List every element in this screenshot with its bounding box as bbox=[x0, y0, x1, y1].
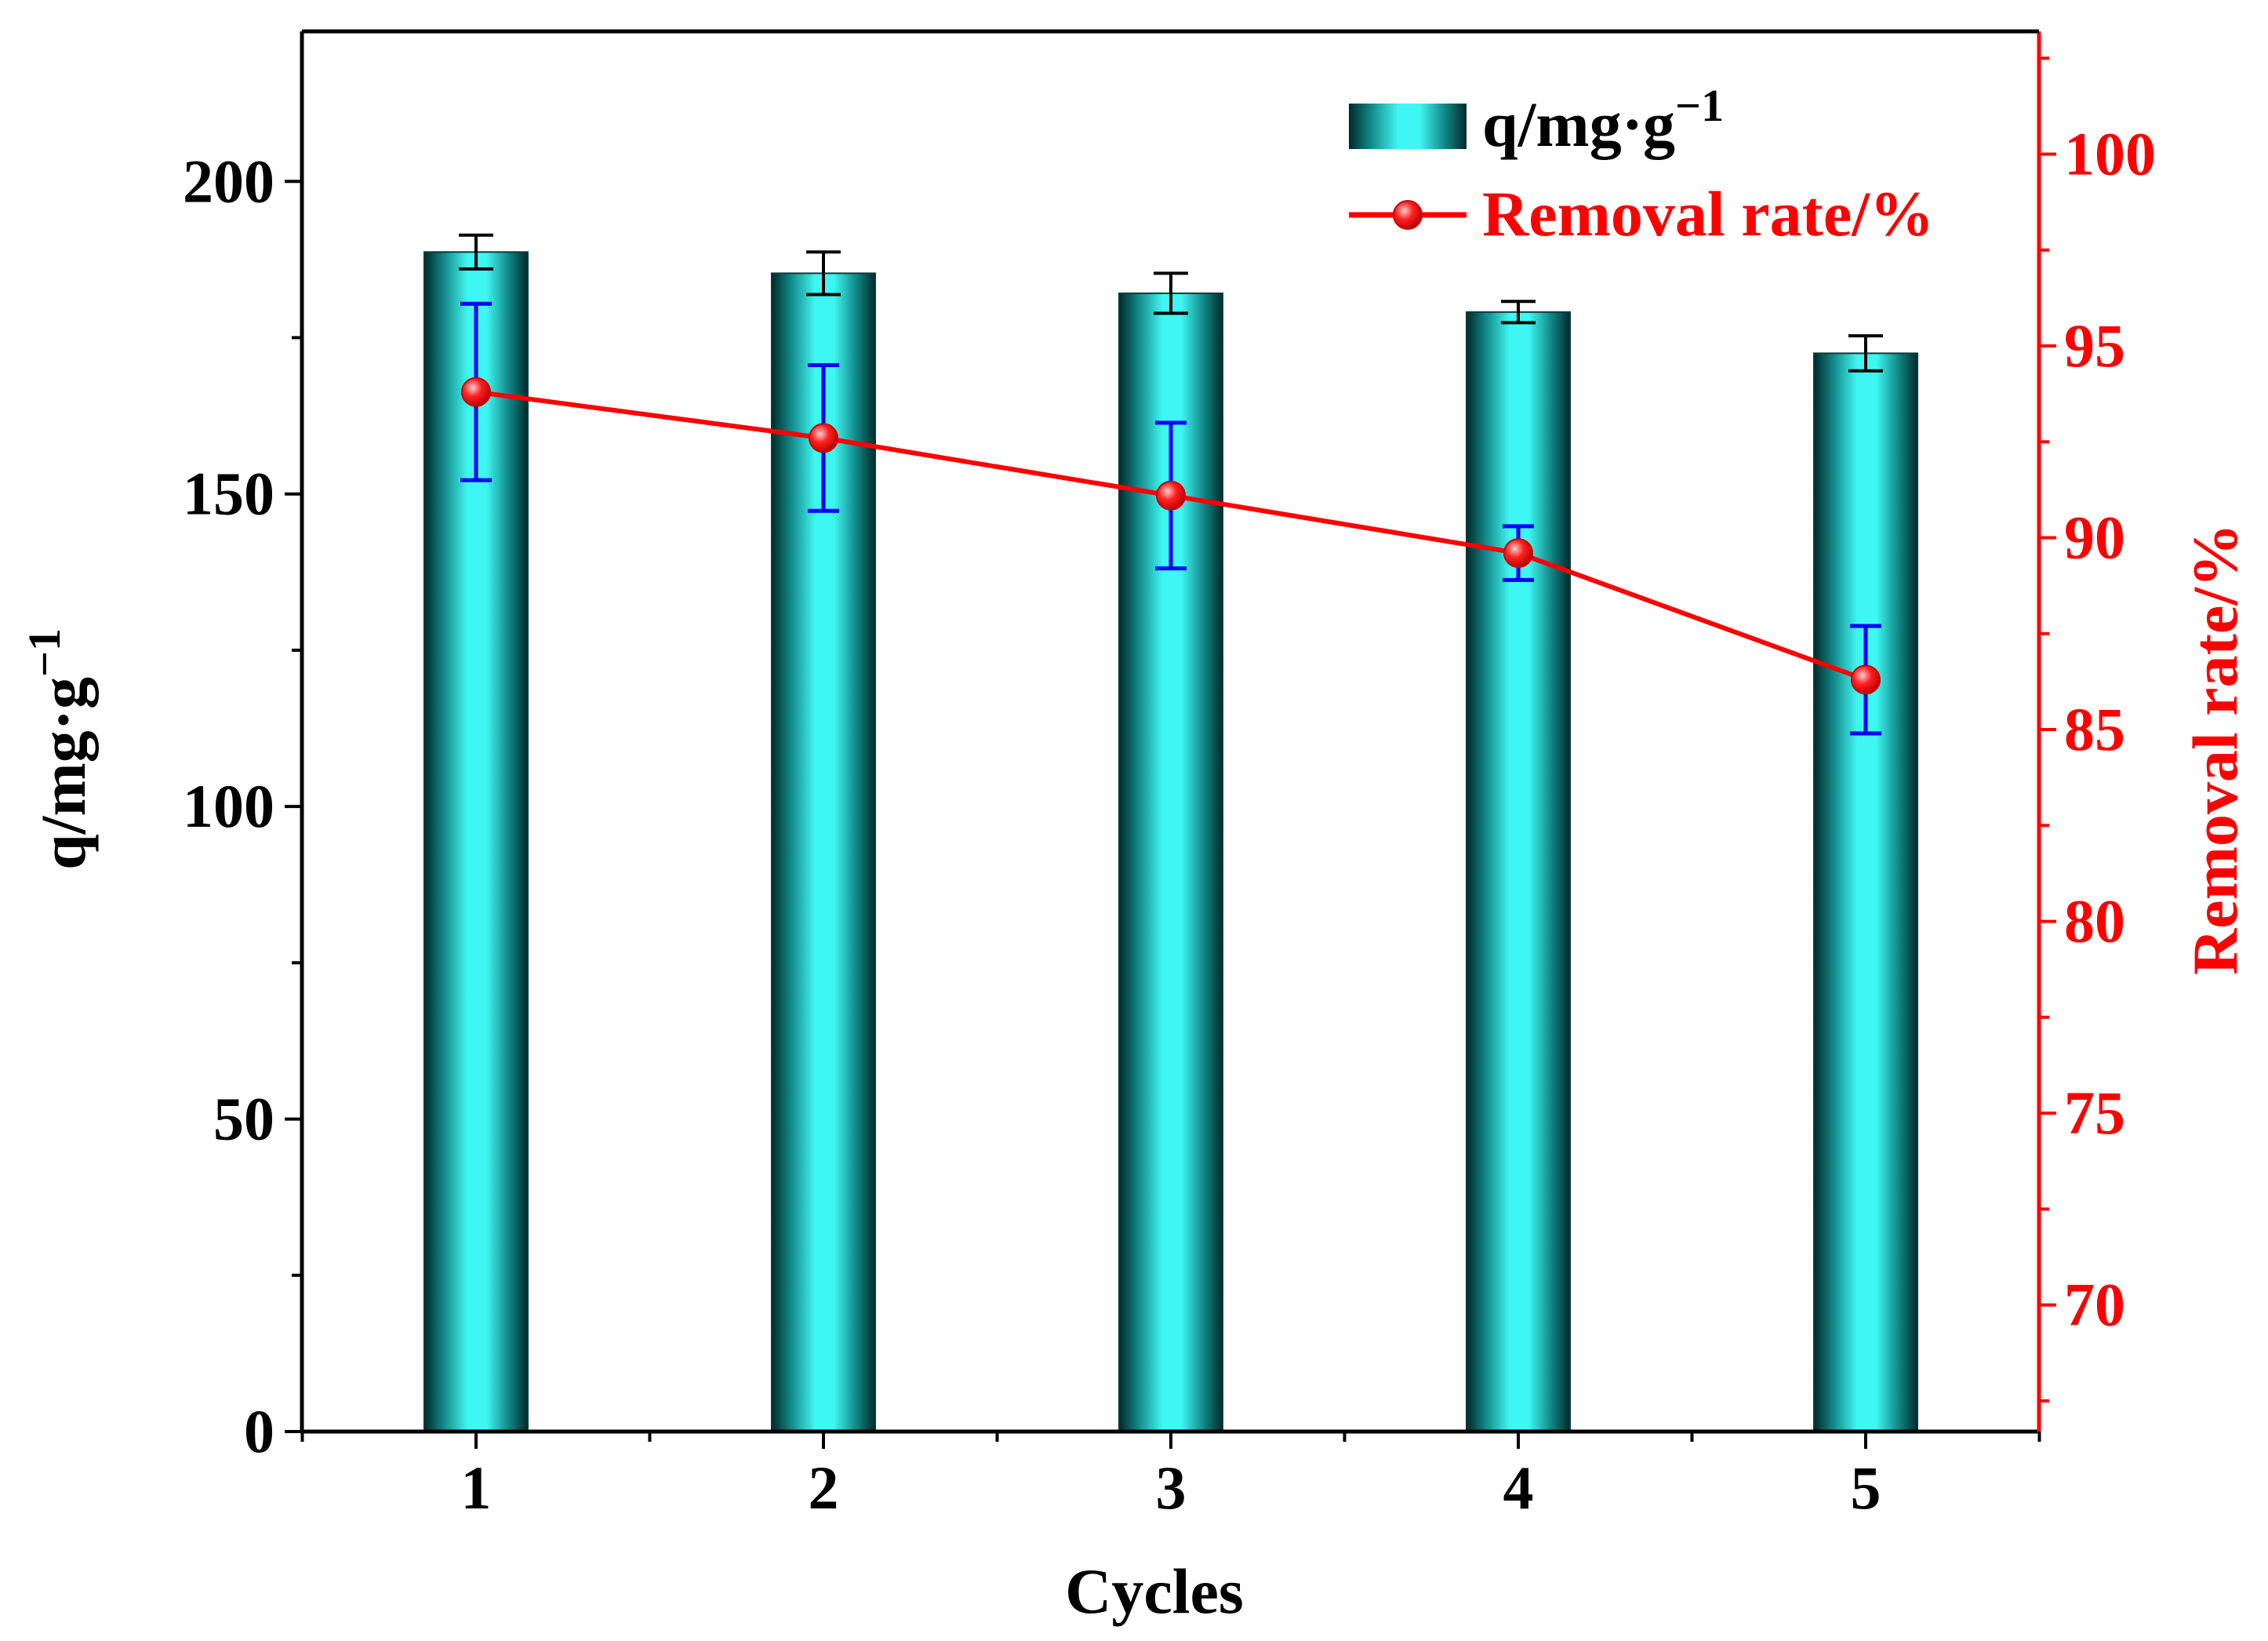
removal-rate-point-1 bbox=[461, 377, 491, 407]
bar-error-1 bbox=[459, 233, 493, 271]
legend: q/mg·g−1 Removal rate/% bbox=[1349, 80, 1934, 249]
bar-error-bars bbox=[459, 233, 1883, 373]
left-tick-label: 200 bbox=[183, 147, 274, 215]
legend-line-marker bbox=[1393, 200, 1423, 230]
x-tick-label: 5 bbox=[1851, 1454, 1881, 1522]
right-axis-label: Removal rate/% bbox=[2179, 523, 2251, 975]
right-tick-label: 75 bbox=[2064, 1079, 2125, 1147]
removal-rate-point-5 bbox=[1851, 664, 1881, 695]
right-tick-label: 90 bbox=[2064, 504, 2125, 572]
bar-4 bbox=[1466, 311, 1571, 1432]
bar-error-3 bbox=[1154, 271, 1188, 315]
line-series bbox=[460, 301, 1881, 736]
right-tick-label: 85 bbox=[2064, 695, 2125, 763]
legend-bar-label: q/mg·g−1 bbox=[1482, 80, 1724, 160]
x-tick-label: 3 bbox=[1156, 1454, 1187, 1522]
removal-rate-point-2 bbox=[809, 423, 838, 453]
left-axis-label: q/mg·g−1 bbox=[19, 628, 99, 870]
left-tick-label: 150 bbox=[183, 460, 274, 528]
left-axis-label-sup: −1 bbox=[19, 628, 70, 677]
removal-rate-point-4 bbox=[1503, 538, 1533, 569]
legend-bar-label-sup: −1 bbox=[1675, 80, 1724, 131]
right-axis-ticks: 70 75 80 85 90 95 100 bbox=[2039, 56, 2156, 1403]
right-tick-label: 70 bbox=[2064, 1271, 2125, 1339]
bar-5 bbox=[1813, 352, 1918, 1432]
right-tick-label: 100 bbox=[2064, 119, 2156, 187]
left-tick-label: 100 bbox=[183, 772, 274, 840]
left-tick-label: 50 bbox=[213, 1085, 274, 1153]
left-tick-label: 0 bbox=[244, 1397, 274, 1465]
legend-line-label: Removal rate/% bbox=[1482, 178, 1934, 249]
bar-error-4 bbox=[1501, 300, 1536, 325]
legend-bar-swatch bbox=[1349, 104, 1467, 149]
x-axis-ticks: 1 2 3 4 5 bbox=[300, 1432, 2041, 1522]
bar-error-5 bbox=[1848, 334, 1883, 373]
x-axis-label: Cycles bbox=[1065, 1555, 1244, 1627]
right-tick-label: 95 bbox=[2064, 311, 2125, 380]
x-tick-label: 4 bbox=[1503, 1454, 1534, 1522]
x-tick-label: 1 bbox=[461, 1454, 492, 1522]
left-axis-ticks: 0 50 100 150 200 bbox=[183, 147, 302, 1465]
right-tick-label: 80 bbox=[2064, 887, 2125, 955]
removal-rate-point-3 bbox=[1156, 480, 1186, 511]
left-axis-label-main: q/mg·g bbox=[27, 677, 99, 870]
bar-error-2 bbox=[806, 250, 841, 297]
x-tick-label: 2 bbox=[809, 1454, 839, 1522]
legend-bar-label-main: q/mg·g bbox=[1482, 89, 1675, 160]
